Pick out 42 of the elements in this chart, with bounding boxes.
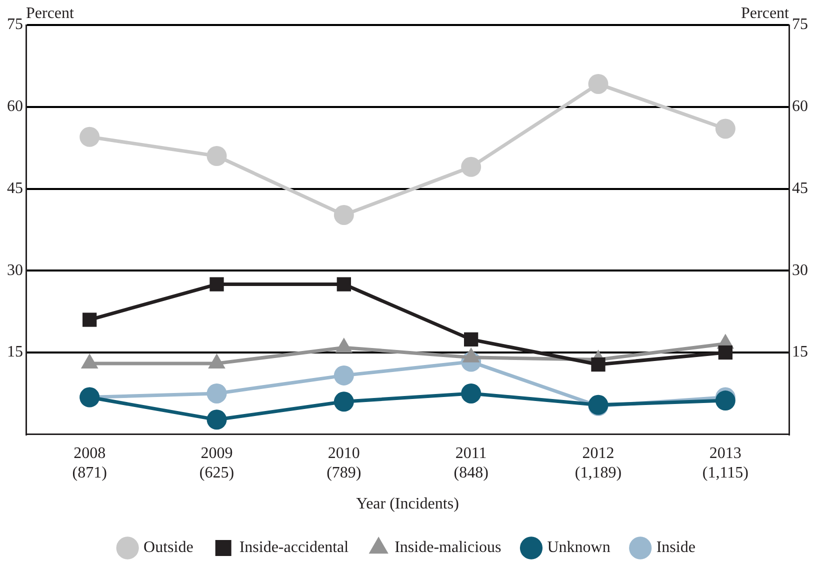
legend-label: Unknown [547,539,610,556]
point [206,410,227,430]
point [336,277,351,292]
point [334,365,354,386]
y-tick-label: 30 [7,262,23,279]
point [461,383,482,404]
y2-tick-label: 75 [792,16,808,34]
point [715,390,736,411]
y-tick-label: 60 [7,98,23,116]
y2-tick-label: 15 [792,344,808,361]
point [464,332,478,346]
point [334,204,354,225]
x-tick-label: 2009 (625) [199,445,234,482]
point [206,383,227,404]
y-tick-label: 45 [7,180,23,197]
y2-axis-title: Percent [741,5,790,22]
y2-tick-label: 45 [792,180,808,197]
x-tick-label: 2010 (789) [326,445,362,482]
legend-label: Inside-accidental [239,539,350,556]
legend-label: Inside-malicious [394,539,502,556]
x-tick-label: 2012 (1,189) [574,445,622,482]
point [206,146,227,166]
point [82,312,97,327]
point [715,118,736,139]
y2-tick-label: 30 [792,262,808,279]
y2-tick-label: 60 [792,98,808,116]
point [591,357,606,372]
point [210,277,224,292]
point [80,126,100,147]
point [334,392,354,412]
y-tick-label: 15 [7,344,23,361]
x-tick-label: 2013 (1,115) [702,445,748,482]
point [461,156,482,177]
point [588,74,608,94]
point [718,345,732,360]
x-axis-title: Year (Incidents) [356,496,459,513]
legend-label: Inside [656,539,696,556]
legend-label: Outside [144,539,194,556]
y-tick-label: 75 [7,16,23,34]
x-tick-label: 2008 (871) [72,445,107,482]
x-tick-label: 2011 (848) [454,445,488,482]
y-axis-title: Percent [26,5,75,22]
